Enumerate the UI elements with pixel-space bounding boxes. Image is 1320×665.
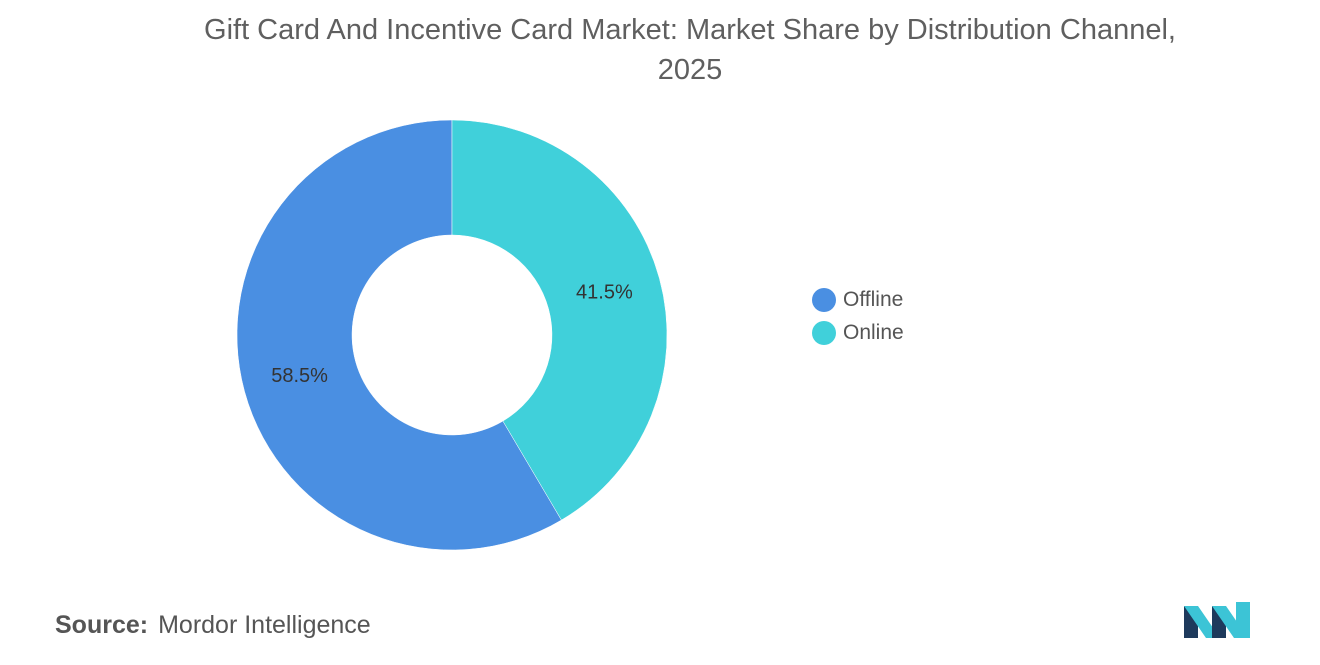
donut-value-labels: 58.5% 41.5% bbox=[271, 282, 633, 387]
legend-label-online: Online bbox=[843, 320, 904, 344]
mordor-intelligence-logo-icon bbox=[1184, 602, 1250, 638]
legend: Offline Online bbox=[812, 283, 904, 349]
legend-swatch-online bbox=[812, 320, 836, 345]
chart-title: Gift Card And Incentive Card Market: Mar… bbox=[100, 10, 1280, 90]
legend-swatch-offline bbox=[812, 287, 836, 312]
value-label-offline: 58.5% bbox=[271, 365, 328, 387]
source-note: Source: Mordor Intelligence bbox=[55, 611, 371, 640]
chart-title-line-1: Gift Card And Incentive Card Market: Mar… bbox=[204, 14, 1176, 46]
source-key: Source: bbox=[55, 611, 149, 639]
slice-online[interactable] bbox=[451, 119, 668, 521]
legend-item-offline[interactable]: Offline bbox=[812, 283, 904, 316]
chart-title-line-2: 2025 bbox=[657, 54, 723, 86]
slice-offline[interactable] bbox=[236, 119, 562, 551]
legend-label-offline: Offline bbox=[843, 287, 904, 311]
legend-item-online[interactable]: Online bbox=[812, 316, 904, 349]
value-label-online: 41.5% bbox=[576, 282, 633, 304]
source-value: Mordor Intelligence bbox=[158, 611, 371, 639]
donut-slices bbox=[236, 119, 668, 551]
